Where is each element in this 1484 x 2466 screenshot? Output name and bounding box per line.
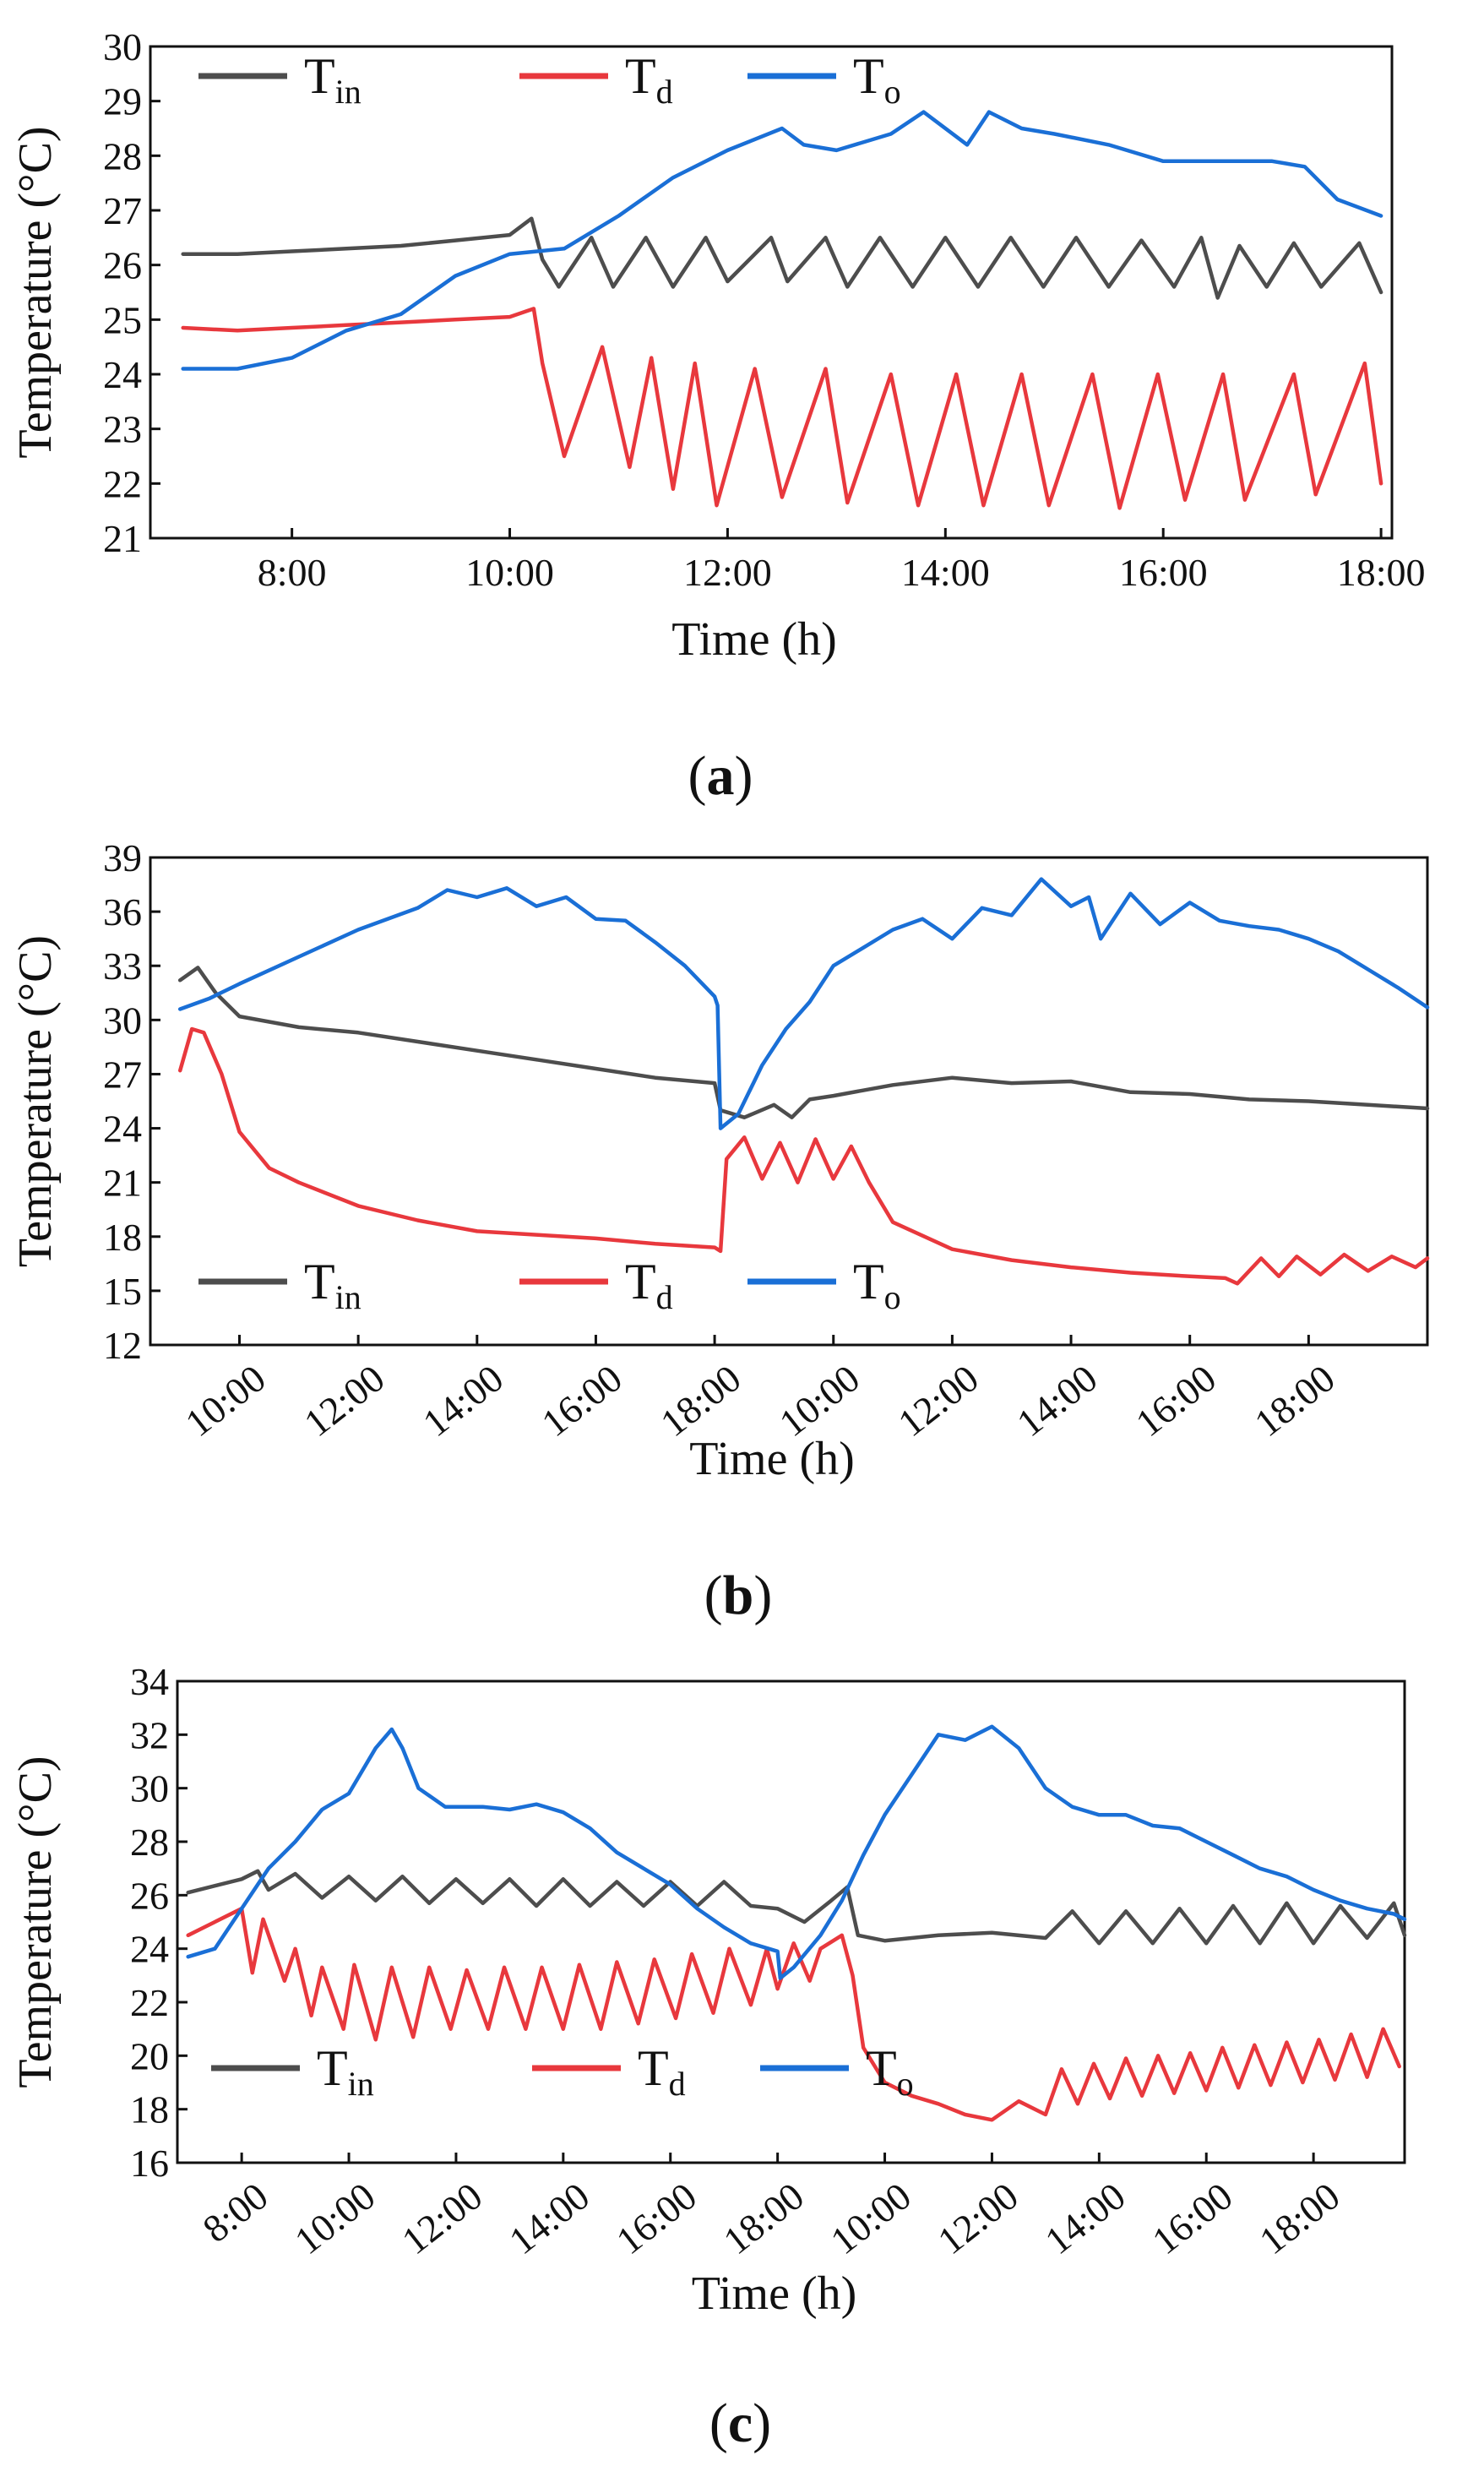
legend-entry: To (853, 1254, 901, 1316)
x-tick-label: 12:00 (683, 551, 772, 594)
y-tick-label: 21 (103, 1162, 142, 1205)
y-tick-label: 28 (103, 134, 142, 177)
legend-entry: Td (625, 48, 673, 111)
x-tick-label: 18:00 (715, 2175, 812, 2263)
y-tick-label: 26 (130, 1874, 169, 1917)
legend: Tin Td To (198, 48, 901, 111)
y-tick-label: 30 (103, 25, 142, 68)
y-axis-title: Temperature (°C) (9, 935, 62, 1267)
series-line-t-in (177, 966, 1430, 1119)
series-line-t-o (186, 1724, 1407, 1980)
y-tick-label: 33 (103, 944, 142, 988)
y-tick-label: 30 (130, 1767, 169, 1810)
legend-entry: To (853, 48, 901, 111)
y-tick-label: 23 (103, 408, 142, 451)
panel-label: (c) (709, 2393, 771, 2454)
x-tick-label: 14:00 (415, 1357, 511, 1445)
y-tick-label: 39 (103, 836, 142, 879)
x-tick-label: 8:00 (258, 551, 327, 594)
y-tick-label: 16 (130, 2142, 169, 2185)
y-tick-label: 22 (103, 462, 142, 505)
x-tick-label: 16:00 (1144, 2175, 1241, 2263)
x-tick-label: 14:00 (1037, 2175, 1133, 2263)
y-tick-label: 24 (103, 1108, 142, 1151)
y-tick-label: 29 (103, 80, 142, 123)
legend: Tin Td To (198, 1254, 901, 1316)
x-tick-label: 10:00 (465, 551, 554, 594)
panel-label: (a) (688, 745, 753, 807)
x-tick-label: 14:00 (1008, 1357, 1105, 1445)
x-tick-label: 12:00 (394, 2175, 490, 2263)
legend-entry: To (866, 2040, 914, 2103)
y-tick-label: 18 (103, 1216, 142, 1259)
legend-entry: Td (638, 2040, 686, 2103)
x-tick-label: 16:00 (534, 1357, 630, 1445)
y-tick-label: 36 (103, 890, 142, 934)
series-line-t-o (181, 110, 1383, 371)
x-tick-label: 16:00 (1128, 1357, 1224, 1445)
y-tick-label: 34 (130, 1660, 169, 1703)
y-tick-label: 20 (130, 2034, 169, 2077)
legend: Tin Td To (211, 2040, 914, 2103)
x-axis-title: Time (h) (692, 2267, 857, 2320)
y-tick-label: 27 (103, 1053, 142, 1096)
plot-frame (149, 856, 1429, 1347)
legend-entry: Tin (304, 1254, 361, 1316)
y-tick-label: 22 (130, 1981, 169, 2024)
x-tick-label: 8:00 (195, 2175, 276, 2251)
y-tick-label: 24 (130, 1928, 169, 1971)
y-tick-label: 15 (103, 1270, 142, 1313)
chart-a: 21 22 23 24 25 26 27 28 29 30 8:00 10:00 12:00 14:00 1… (9, 25, 1425, 807)
x-tick-label: 12:00 (930, 2175, 1026, 2263)
legend-entry: Td (625, 1254, 673, 1316)
x-tick-label: 16:00 (1119, 551, 1208, 594)
x-tick-label: 18:00 (1247, 1357, 1343, 1445)
y-axis-title: Temperature (°C) (9, 1756, 62, 2088)
x-tick-label: 14:00 (501, 2175, 597, 2263)
x-tick-label: 18:00 (652, 1357, 748, 1445)
x-axis-title: Time (h) (671, 613, 837, 666)
x-tick-label: 10:00 (823, 2175, 919, 2263)
y-tick-label: 25 (103, 298, 142, 341)
x-tick-label: 10:00 (771, 1357, 867, 1445)
x-tick-label: 12:00 (890, 1357, 987, 1445)
y-tick-label: 24 (103, 353, 142, 396)
panel-label: (b) (704, 1565, 773, 1626)
y-tick-label: 27 (103, 189, 142, 232)
y-tick-label: 18 (130, 2088, 169, 2131)
y-tick-label: 21 (103, 517, 142, 560)
y-axis-title: Temperature (°C) (9, 126, 62, 458)
series-line-t-in (181, 216, 1383, 300)
x-tick-label: 10:00 (286, 2175, 383, 2263)
x-tick-label: 18:00 (1252, 2175, 1348, 2263)
y-tick-label: 30 (103, 999, 142, 1042)
series-line-t-o (177, 877, 1430, 1130)
series-line-t-d (177, 1026, 1430, 1286)
series-line-t-d (181, 307, 1383, 510)
x-tick-label: 14:00 (901, 551, 990, 594)
plot-frame (149, 45, 1394, 540)
y-tick-label: 26 (103, 244, 142, 287)
x-axis-title: Time (h) (689, 1433, 855, 1485)
legend-entry: Tin (304, 48, 361, 111)
x-tick-label: 16:00 (608, 2175, 704, 2263)
x-tick-label: 12:00 (296, 1357, 393, 1445)
x-tick-label: 10:00 (177, 1357, 274, 1445)
legend-entry: Tin (317, 2040, 374, 2103)
y-tick-label: 28 (130, 1821, 169, 1864)
y-tick-label: 32 (130, 1713, 169, 1756)
y-tick-label: 12 (103, 1324, 142, 1367)
x-tick-label: 18:00 (1337, 551, 1426, 594)
series-line-t-in (186, 1869, 1407, 1946)
series-line-t-d (186, 1906, 1401, 2122)
plot-frame (176, 1679, 1406, 2164)
